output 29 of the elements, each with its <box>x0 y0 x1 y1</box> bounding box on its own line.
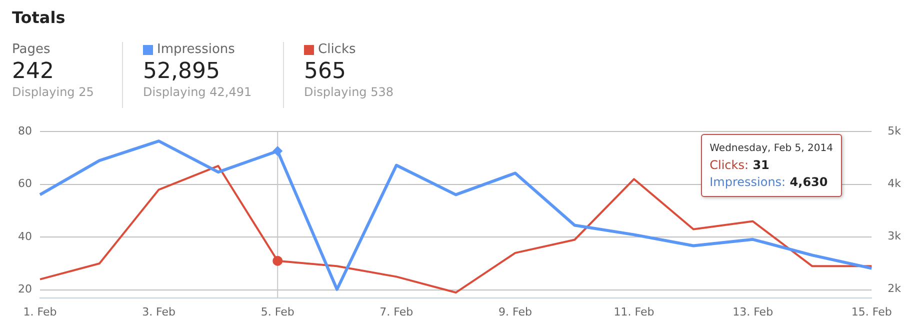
y2-tick-label: 4k <box>888 177 902 190</box>
annotation: Impressions: 4,630 <box>710 174 828 189</box>
text: 565 <box>304 59 347 84</box>
text: Displaying 42,491 <box>143 85 252 99</box>
y2-tick-label: 5k <box>888 124 902 138</box>
y-tick-label: 80 <box>18 124 32 138</box>
annotation: Clicks: 31 <box>710 158 770 172</box>
y2-tick-label: 3k <box>888 230 902 243</box>
text: Displaying 538 <box>304 85 394 99</box>
x-tick-label: 11. Feb <box>614 305 654 318</box>
x-tick-label: 15. Feb <box>851 305 892 318</box>
x-tick-label: 1. Feb <box>23 305 57 318</box>
y-tick-label: 40 <box>18 230 32 243</box>
legend-label: Impressions <box>157 42 235 57</box>
text: 242 <box>12 59 55 84</box>
text: 52,895 <box>143 59 221 84</box>
y2-tick-label: 2k <box>888 282 902 296</box>
chart-title: Totals <box>12 8 66 27</box>
y-tick-label: 60 <box>18 177 32 190</box>
annotation: Wednesday, Feb 5, 2014 <box>710 142 833 156</box>
text: Pages <box>12 42 50 57</box>
x-tick-label: 3. Feb <box>142 305 176 318</box>
y-tick-label: 20 <box>18 282 32 296</box>
x-tick-label: 13. Feb <box>732 305 774 318</box>
x-tick-label: 5. Feb <box>260 305 294 318</box>
legend-label: Clicks <box>318 42 356 57</box>
text: Displaying 25 <box>12 85 94 99</box>
x-tick-label: 9. Feb <box>498 305 532 318</box>
x-tick-label: 7. Feb <box>380 305 414 318</box>
